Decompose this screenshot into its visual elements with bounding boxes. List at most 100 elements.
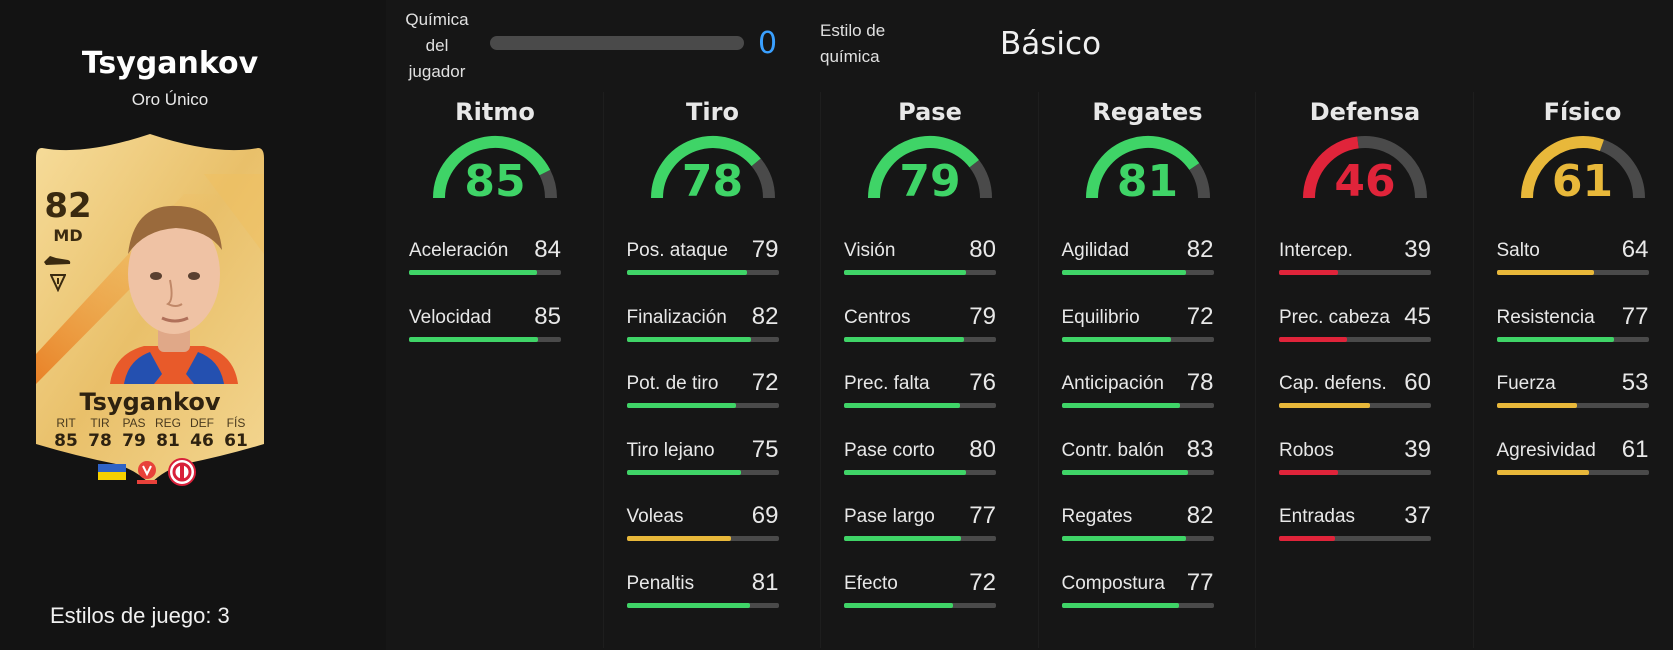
stat-bar-fill (1061, 403, 1181, 408)
stat-row[interactable]: Aceleración 84 (409, 236, 561, 280)
player-chemistry-label: Química del jugador (392, 7, 482, 85)
stat-row[interactable]: Pot. de tiro 72 (626, 369, 779, 413)
player-card[interactable]: 82 MD Tsygankov RIT 85 TIR 78 PAS 79 REG 81 DEF 4… (24, 134, 276, 504)
stat-bar-fill (1279, 469, 1339, 475)
stat-value: 83 (1186, 435, 1214, 463)
stat-bar-fill (1061, 536, 1187, 541)
card-stat-value: 85 (54, 431, 78, 451)
category-gauge (1085, 136, 1210, 199)
stat-bar-track (1279, 469, 1431, 475)
stat-row[interactable]: Equilibrio 72 (1061, 303, 1214, 347)
stat-value: 76 (969, 369, 996, 396)
stat-value: 39 (1404, 435, 1431, 463)
chemistry-value: 0 (758, 26, 778, 61)
stat-bar-track (844, 469, 996, 475)
stat-label: Velocidad (409, 306, 492, 328)
stat-label: Finalización (626, 306, 727, 328)
stat-row[interactable]: Prec. cabeza 45 (1279, 303, 1431, 347)
stat-row[interactable]: Contr. balón 83 (1061, 436, 1214, 480)
stat-label: Agresividad (1496, 439, 1596, 461)
stat-row[interactable]: Pase largo 77 (844, 502, 996, 546)
card-stat-label: FÍS (226, 416, 246, 430)
gauge-fill (1303, 136, 1359, 199)
stat-row[interactable]: Entradas 37 (1279, 502, 1431, 546)
stat-row[interactable]: Cap. defens. 60 (1279, 369, 1431, 413)
boot-icon (44, 256, 71, 265)
stat-row[interactable]: Resistencia 77 (1496, 303, 1649, 347)
category-gauge (868, 136, 992, 199)
stat-bar-fill (844, 602, 954, 608)
column-divider (1255, 92, 1256, 648)
card-badges (98, 458, 196, 486)
gauge-fill (1520, 136, 1604, 199)
stat-bar-fill (844, 536, 962, 541)
playstyles-count[interactable]: Estilos de juego: 3 (50, 603, 230, 628)
stat-row[interactable]: Finalización 82 (626, 303, 779, 347)
stat-row[interactable]: Tiro lejano 75 (626, 436, 779, 480)
stat-label: Compostura (1061, 572, 1166, 594)
stat-bar-track (409, 270, 561, 275)
card-stats: RIT 85 TIR 78 PAS 79 REG 81 DEF 46 FÍS 61 (50, 416, 252, 452)
stat-bar-track (1061, 336, 1214, 342)
stat-label: Salto (1496, 240, 1540, 261)
chemistry-style-label-line: Estilo de (820, 21, 886, 40)
stat-row[interactable]: Agilidad 82 (1061, 236, 1214, 280)
stat-row[interactable]: Fuerza 53 (1496, 369, 1649, 413)
gauge-fill (868, 136, 979, 199)
stat-row[interactable]: Voleas 69 (626, 502, 779, 546)
stat-row[interactable]: Velocidad 85 (409, 303, 561, 347)
stat-row[interactable]: Intercep. 39 (1279, 236, 1431, 280)
stat-row[interactable]: Compostura 77 (1061, 569, 1214, 613)
stat-label: Voleas (626, 506, 684, 527)
chemistry-progress-bar (490, 36, 744, 50)
stat-bar-fill (1496, 403, 1578, 408)
card-stat-value: 79 (122, 431, 146, 451)
gauge-fill (650, 136, 761, 199)
stat-row[interactable]: Efecto 72 (844, 569, 996, 613)
stat-row[interactable]: Anticipación 78 (1061, 369, 1214, 413)
card-position: MD (53, 226, 83, 245)
stat-label: Pase corto (844, 439, 935, 461)
gauge-track (1188, 163, 1210, 199)
card-stat-fís: FÍS 61 (220, 416, 252, 452)
stat-row[interactable]: Pase corto 80 (844, 436, 996, 480)
stat-row[interactable]: Regates 82 (1061, 502, 1214, 546)
stat-label: Fuerza (1496, 373, 1556, 394)
stat-row[interactable]: Centros 79 (844, 303, 996, 347)
stat-bar-fill (626, 403, 736, 408)
stat-value: 72 (969, 568, 996, 596)
stat-value: 77 (1186, 568, 1214, 596)
stat-row[interactable]: Agresividad 61 (1496, 436, 1649, 480)
stat-row[interactable]: Prec. falta 76 (844, 369, 996, 413)
stat-label: Pot. de tiro (626, 373, 719, 394)
weak-foot-rank-icon (50, 274, 66, 292)
stat-bar-track (1279, 403, 1431, 408)
nation-flag-icon (98, 464, 126, 480)
stat-bar-fill (844, 270, 966, 275)
gauge-fill (1085, 136, 1199, 199)
category-title: Físico (1543, 98, 1622, 126)
stat-value: 80 (969, 435, 996, 463)
stat-value: 79 (751, 236, 779, 263)
stat-label: Centros (844, 306, 911, 328)
stat-row[interactable]: Salto 64 (1496, 236, 1649, 280)
chemistry-style-label-line: química (820, 47, 880, 66)
stat-bar-track (1279, 336, 1431, 342)
stat-row[interactable]: Visión 80 (844, 236, 996, 280)
stat-bar-fill (1496, 336, 1614, 342)
stat-bar-track (626, 403, 779, 408)
card-stat-value: 81 (156, 431, 180, 451)
stat-row[interactable]: Penaltis 81 (626, 569, 779, 613)
card-stat-label: DEF (190, 416, 214, 430)
stat-label: Tiro lejano (626, 439, 715, 461)
stat-value: 37 (1404, 502, 1431, 529)
stat-label: Contr. balón (1061, 439, 1164, 461)
category-title: Defensa (1309, 98, 1421, 126)
stat-value: 77 (969, 502, 996, 529)
stat-row[interactable]: Pos. ataque 79 (626, 236, 779, 280)
stat-bar-fill (1061, 270, 1187, 275)
chemistry-label-line: del (425, 36, 449, 55)
category-value: 85 (464, 156, 526, 207)
chemistry-style-value[interactable]: Básico (1000, 26, 1102, 62)
stat-row[interactable]: Robos 39 (1279, 436, 1431, 480)
